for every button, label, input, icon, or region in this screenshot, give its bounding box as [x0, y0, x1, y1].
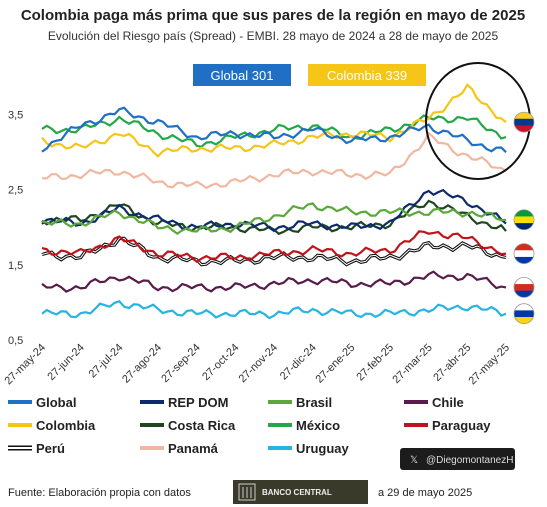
y-tick-label: 1,5: [8, 260, 23, 272]
x-tick-label: 27-may-24: [2, 342, 48, 388]
y-tick-label: 3,5: [8, 110, 23, 122]
legend-entry: Paraguay: [404, 418, 491, 433]
x-logo-icon: 𝕏: [410, 455, 418, 466]
date-text: a 29 de mayo 2025: [378, 487, 472, 499]
x-tick-label: 27-jun-24: [45, 342, 86, 383]
legend-label: Perú: [36, 441, 65, 456]
legend-entry: Brasil: [268, 395, 332, 410]
source-text: Fuente: Elaboración propia con datos: [8, 487, 191, 499]
twitter-handle: @DiegomontanezH: [426, 455, 513, 466]
series-line-global: [41, 106, 507, 153]
x-tick-label: 27-ene-25: [314, 342, 358, 386]
y-axis: 0,5 1,5 2,5 3,5: [8, 110, 23, 347]
y-tick-label: 0,5: [8, 335, 23, 347]
legend-label: REP DOM: [168, 395, 228, 410]
legend-label: Uruguay: [296, 441, 350, 456]
legend-label: Colombia: [36, 418, 96, 433]
series-line-costarica: [41, 199, 507, 236]
legend-entry: Costa Rica: [140, 418, 236, 433]
series-line-peru: [41, 237, 507, 266]
flag-uruguay-icon: [513, 303, 535, 325]
flag-colombia-icon: [513, 111, 535, 133]
legend-entry: Chile: [404, 395, 464, 410]
value-badges: Global 301 Colombia 339: [193, 64, 426, 86]
legend-entry: Uruguay: [268, 441, 350, 456]
legend-label: Panamá: [168, 441, 219, 456]
value-badge: [308, 64, 426, 86]
legend-label: Brasil: [296, 395, 332, 410]
chart-title: Colombia paga más prima que sus pares de…: [21, 7, 525, 24]
series-line-uruguay: [41, 300, 507, 320]
series-line-paraguay: [41, 230, 507, 264]
chart-subtitle: Evolución del Riesgo país (Spread) - EMB…: [48, 29, 499, 43]
bank-building-icon: [238, 483, 256, 501]
legend-entry: Perú: [8, 441, 65, 456]
series-line-brasil: [41, 202, 507, 236]
legend-label: Costa Rica: [168, 418, 236, 433]
bank-logo: BANCO CENTRAL: [233, 480, 368, 504]
x-tick-label: 27-oct-24: [200, 342, 241, 383]
legend-entry: Global: [8, 395, 76, 410]
value-badge-label: Colombia 339: [327, 68, 407, 83]
flag-chile-icon: [513, 277, 535, 298]
series-lines: [41, 83, 507, 320]
value-badge-label: Global 301: [211, 68, 274, 83]
legend-label: Chile: [432, 395, 464, 410]
y-tick-label: 2,5: [8, 185, 23, 197]
value-badge: [193, 64, 291, 86]
x-tick-label: 27-sep-24: [159, 342, 203, 386]
legend: Global REP DOM Brasil Chile Colombia Costa Ri…: [8, 395, 491, 456]
bank-name: BANCO CENTRAL: [262, 488, 332, 497]
x-tick-label: 27-mar-25: [390, 342, 434, 386]
x-tick-label: 27-jul-24: [87, 342, 126, 381]
x-tick-label: 27-nov-24: [237, 342, 281, 386]
legend-entry: México: [268, 418, 340, 433]
country-flags: [513, 111, 535, 325]
series-line-panam: [41, 131, 507, 190]
flag-paraguay-icon: [513, 243, 535, 264]
x-tick-label: 27-ago-24: [120, 342, 164, 386]
legend-entry: REP DOM: [140, 395, 228, 410]
series-line-repdom: [41, 188, 507, 233]
series-line-chile: [41, 270, 507, 293]
x-tick-label: 27-dic-24: [278, 342, 319, 383]
legend-label: Global: [36, 395, 76, 410]
legend-entry: Colombia: [8, 418, 96, 433]
legend-entry: Panamá: [140, 441, 219, 456]
x-tick-label: 27-may-25: [466, 342, 512, 388]
flag-brasil-icon: [513, 209, 535, 231]
series-line-colombia: [41, 83, 507, 158]
twitter-handle-box[interactable]: 𝕏 @DiegomontanezH: [400, 448, 515, 470]
legend-label: Paraguay: [432, 418, 491, 433]
legend-label: México: [296, 418, 340, 433]
